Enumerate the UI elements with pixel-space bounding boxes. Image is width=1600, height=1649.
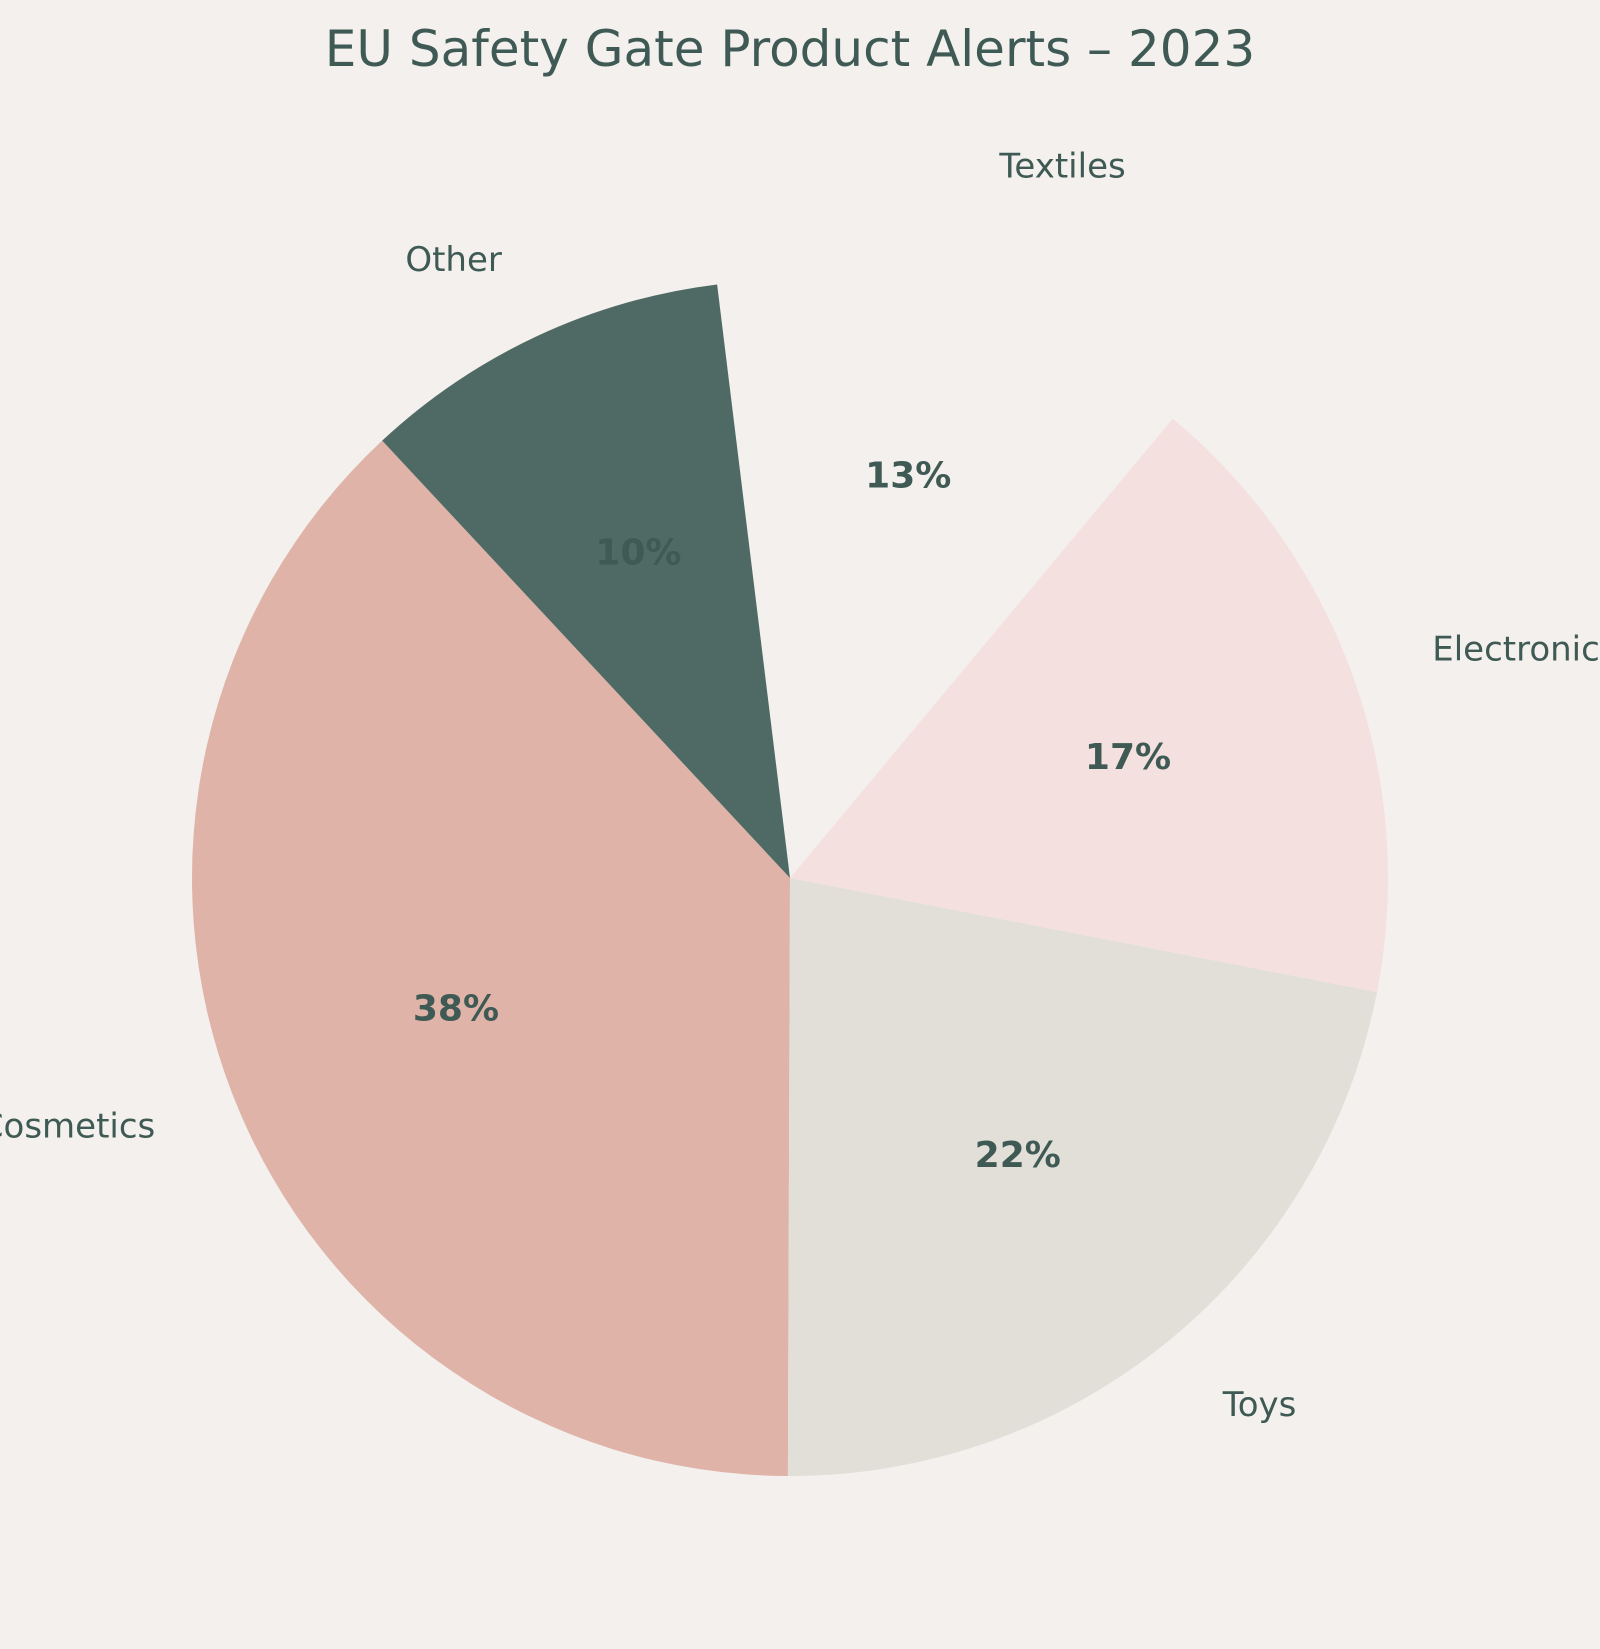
pct-label-electronics: 17% bbox=[1085, 737, 1171, 778]
pct-label-toys: 22% bbox=[975, 1135, 1061, 1176]
slice-label-toys: Toys bbox=[1222, 1385, 1297, 1425]
pie-slice-toys bbox=[787, 878, 1378, 1476]
pie-slice-textiles bbox=[734, 222, 1190, 821]
slice-label-cosmetics: Cosmetics bbox=[0, 1107, 155, 1147]
pct-label-other: 10% bbox=[595, 532, 681, 573]
pie-slices bbox=[191, 222, 1388, 1476]
pie-slice-cosmetics bbox=[191, 440, 790, 1476]
pie-labels: Cosmetics 38% Toys 22% Electronics 17% Textile… bbox=[0, 146, 1600, 1424]
slice-label-textiles: Textiles bbox=[998, 146, 1125, 186]
slice-label-other: Other bbox=[405, 240, 502, 280]
pct-label-textiles: 13% bbox=[865, 456, 951, 497]
pie-slice-electronics bbox=[790, 418, 1388, 993]
chart-title: EU Safety Gate Product Alerts – 2023 bbox=[325, 20, 1255, 78]
slice-label-electronics: Electronics bbox=[1432, 629, 1600, 669]
pie-slice-other bbox=[382, 284, 790, 878]
pct-label-cosmetics: 38% bbox=[413, 988, 499, 1029]
